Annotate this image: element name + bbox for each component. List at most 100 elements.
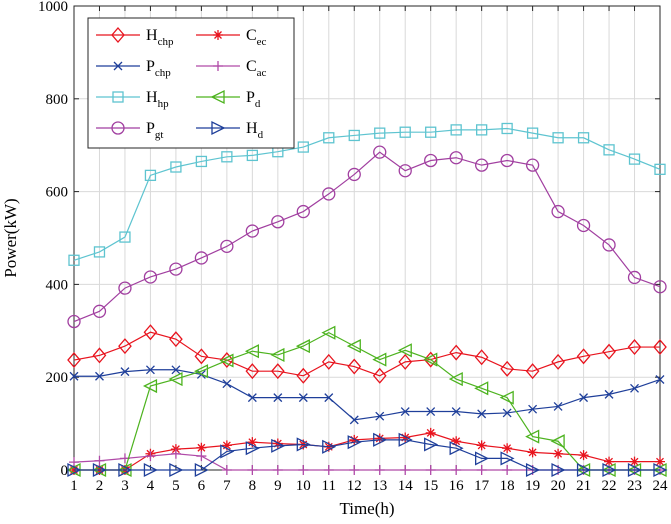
legend-item-h-chp: Hchp — [96, 27, 174, 48]
data-point — [221, 465, 232, 475]
legend-marker — [111, 121, 125, 135]
series-h-chp — [67, 324, 667, 384]
data-point — [627, 270, 642, 285]
data-point — [298, 465, 309, 475]
data-point — [374, 127, 386, 139]
series-line — [73, 127, 661, 261]
data-point — [195, 155, 208, 168]
data-point — [500, 153, 514, 168]
data-point — [145, 451, 156, 462]
data-point — [95, 371, 104, 381]
legend-item-p-chp: Pchp — [96, 58, 171, 79]
x-tick-label: 18 — [500, 478, 515, 494]
x-tick-label: 2 — [96, 478, 104, 494]
data-point — [244, 344, 259, 359]
data-point — [143, 270, 158, 284]
x-tick-label: 20 — [551, 478, 566, 494]
data-point — [245, 224, 259, 238]
data-point — [628, 153, 641, 165]
data-point — [169, 462, 184, 478]
x-tick-label: 6 — [198, 478, 206, 494]
data-point — [273, 393, 283, 403]
series-group — [66, 122, 668, 478]
data-point — [169, 262, 183, 276]
legend-item-h-hp: Hhp — [96, 89, 169, 110]
series-line — [73, 151, 661, 323]
series-p-gt — [67, 145, 667, 329]
data-point — [143, 462, 158, 478]
y-axis-title: Power(kW) — [1, 198, 20, 277]
legend-label: Pchp — [146, 58, 171, 79]
data-point — [551, 353, 565, 370]
data-point — [220, 352, 234, 369]
data-point — [475, 451, 490, 466]
data-point — [170, 448, 181, 459]
data-point — [296, 367, 311, 384]
data-point — [449, 344, 464, 361]
data-point — [375, 411, 385, 421]
data-point — [142, 378, 158, 394]
data-point — [655, 375, 665, 384]
x-tick-label: 17 — [474, 478, 490, 494]
legend-marker — [113, 61, 123, 71]
data-point — [67, 314, 81, 329]
data-point — [476, 465, 487, 475]
data-point — [553, 448, 564, 459]
data-point — [602, 462, 617, 478]
data-point — [653, 462, 668, 478]
data-point — [246, 149, 258, 162]
data-point — [576, 348, 591, 365]
x-tick-label: 8 — [249, 478, 257, 494]
x-tick-label: 16 — [449, 478, 465, 494]
x-tick-label: 13 — [372, 478, 387, 494]
data-point — [579, 393, 589, 403]
data-point — [500, 451, 515, 466]
data-point — [321, 325, 336, 340]
data-point — [69, 371, 79, 381]
data-point — [194, 348, 209, 365]
data-point — [502, 465, 513, 475]
y-tick-label: 400 — [46, 277, 69, 293]
data-point — [400, 465, 411, 475]
data-point — [654, 163, 666, 175]
data-point — [425, 126, 437, 138]
x-tick-label: 21 — [576, 478, 591, 494]
data-point — [349, 415, 359, 425]
data-point — [194, 462, 209, 478]
data-point — [551, 204, 565, 219]
data-point — [528, 404, 538, 414]
data-point — [373, 432, 388, 447]
data-point — [69, 457, 79, 468]
data-point — [297, 141, 309, 153]
data-point — [448, 372, 463, 387]
data-point — [577, 132, 590, 144]
data-point — [93, 246, 106, 258]
x-tick-label: 24 — [653, 478, 669, 494]
data-point — [145, 365, 155, 375]
data-point — [627, 339, 642, 356]
data-point — [552, 132, 564, 144]
data-point — [398, 164, 412, 178]
data-point — [220, 444, 235, 459]
legend-label: Hhp — [146, 89, 169, 110]
x-tick-label: 23 — [627, 478, 642, 494]
data-point — [94, 455, 105, 466]
data-point — [247, 465, 258, 475]
data-point — [399, 126, 411, 138]
data-point — [451, 436, 462, 447]
data-point — [525, 363, 540, 380]
data-point — [196, 442, 207, 453]
legend-box — [87, 17, 295, 149]
data-point — [550, 434, 565, 449]
data-point — [143, 324, 158, 341]
legend-item-c-ac: Cac — [196, 58, 267, 79]
data-point — [474, 349, 489, 366]
data-point — [602, 238, 616, 252]
data-point — [323, 132, 335, 144]
data-point — [272, 465, 283, 475]
data-point — [551, 462, 566, 478]
data-point — [374, 433, 385, 444]
data-point — [604, 389, 614, 399]
data-point — [219, 353, 234, 368]
data-point — [450, 124, 462, 136]
